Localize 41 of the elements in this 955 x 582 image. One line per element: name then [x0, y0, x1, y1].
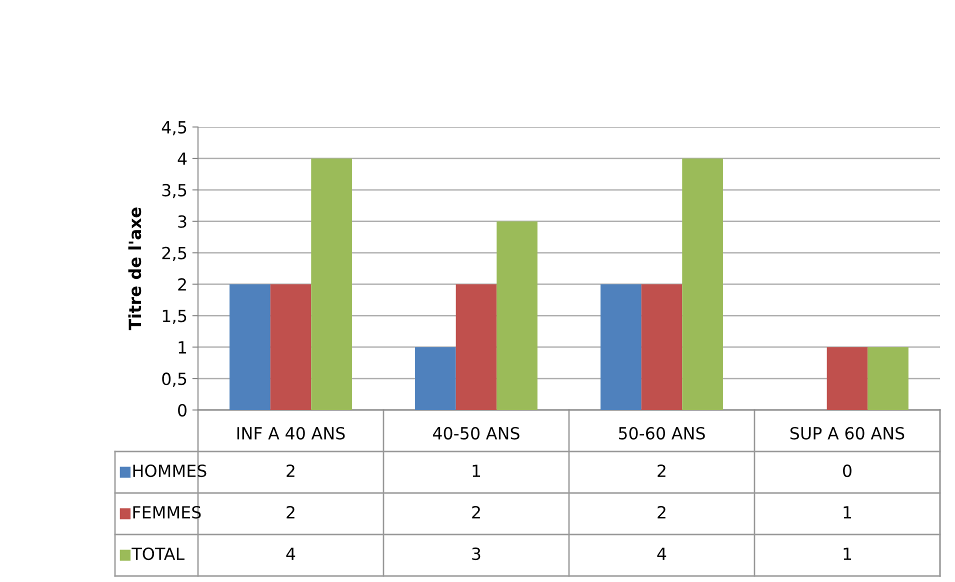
- data-label: 2: [286, 506, 294, 518]
- legend-label: HOMMES: [133, 464, 206, 478]
- bar: [496, 221, 538, 410]
- bar: [826, 347, 868, 410]
- data-label: 4: [286, 548, 296, 560]
- data-label: 1: [844, 506, 852, 518]
- y-tick-label: 1: [178, 341, 186, 354]
- data-label: 3: [472, 547, 480, 560]
- bar: [682, 158, 723, 410]
- bar: [641, 284, 682, 410]
- bar: [230, 284, 270, 410]
- x-tick-label: 50-60 ANS: [618, 426, 705, 440]
- data-label: 4: [657, 548, 666, 560]
- bar: [415, 347, 456, 410]
- y-tick-label: 2,5: [162, 246, 186, 262]
- x-tick-label: SUP A 60 ANS: [790, 426, 904, 440]
- bar: [600, 284, 642, 410]
- data-label: 2: [658, 506, 666, 518]
- y-tick-label: 1,5: [162, 310, 186, 324]
- legend-label: TOTAL: [132, 547, 184, 560]
- y-tick-label: 3,5: [162, 184, 186, 198]
- data-label: 2: [658, 464, 666, 477]
- data-label: 1: [844, 548, 852, 560]
- data-label: 0: [843, 464, 852, 478]
- bar: [456, 284, 497, 410]
- y-tick-label: 3: [178, 215, 186, 228]
- data-label: 2: [286, 464, 294, 477]
- y-tick-label: 0,5: [162, 372, 186, 387]
- y-axis-title: Titre de l'axe: [128, 208, 142, 330]
- y-tick-label: 4,5: [162, 121, 186, 136]
- x-tick-label: INF A 40 ANS: [237, 426, 345, 440]
- y-tick-label: 0: [178, 404, 186, 417]
- y-tick-label: 4: [178, 152, 187, 165]
- data-label: 1: [472, 464, 480, 477]
- bar: [311, 158, 352, 410]
- y-tick-label: 2: [178, 278, 186, 291]
- x-tick-label: 40-50 ANS: [432, 426, 520, 440]
- bar: [868, 347, 908, 410]
- bar: [270, 284, 312, 410]
- data-label: 2: [472, 506, 480, 518]
- legend-label: FEMMES: [133, 506, 201, 519]
